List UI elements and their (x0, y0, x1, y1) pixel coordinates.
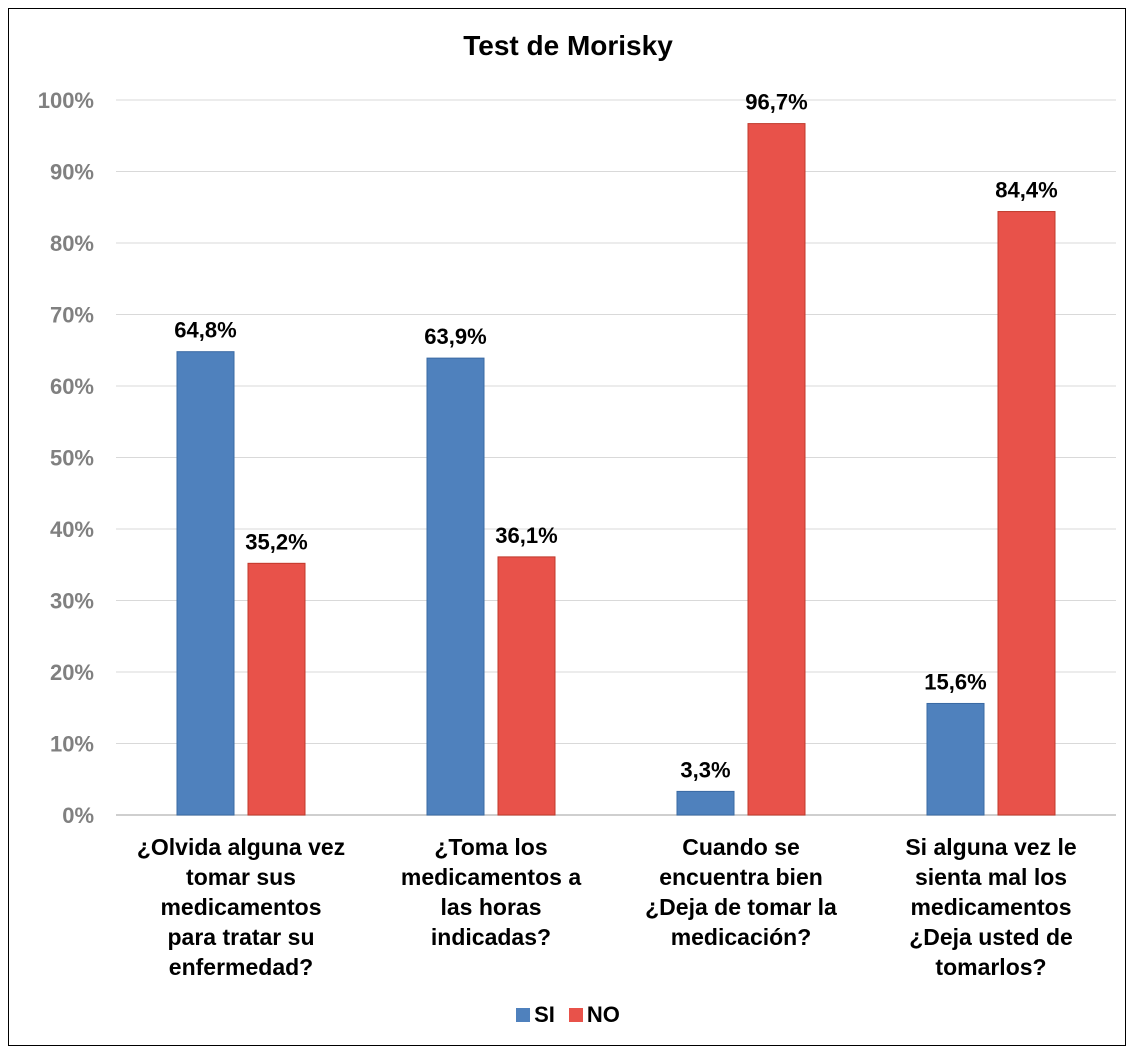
data-label: 96,7% (745, 90, 807, 115)
data-label: 64,8% (174, 318, 236, 343)
y-tick-label: 30% (50, 589, 94, 614)
legend-label: NO (586, 1002, 620, 1027)
y-tick-label: 10% (50, 732, 94, 757)
y-tick-label: 90% (50, 160, 94, 185)
y-tick-label: 20% (50, 660, 94, 685)
y-tick-label: 50% (50, 446, 94, 471)
chart-title: Test de Morisky (463, 30, 673, 61)
legend-swatch (516, 1008, 531, 1022)
y-tick-label: 40% (50, 517, 94, 542)
legend-item-si: SI (516, 1002, 555, 1028)
legend-item-no: NO (568, 1002, 620, 1028)
bar-no (247, 562, 306, 816)
data-label: 15,6% (924, 669, 986, 694)
bar-si (676, 790, 735, 816)
bar-si (176, 351, 235, 816)
y-tick-label: 80% (50, 231, 94, 256)
x-category-label: ¿Toma los medicamentos a las horas indic… (400, 834, 582, 950)
y-tick-label: 60% (50, 374, 94, 399)
y-tick-label: 70% (50, 303, 94, 328)
data-label: 84,4% (995, 178, 1057, 203)
legend: SI NO (0, 1002, 1136, 1028)
y-tick-label: 0% (62, 803, 94, 828)
bar-no (497, 556, 556, 816)
legend-label: SI (534, 1002, 555, 1027)
bar-si (926, 702, 985, 816)
legend-swatch (568, 1008, 583, 1022)
data-label: 63,9% (424, 324, 486, 349)
bar-no (747, 123, 806, 816)
bar-si (426, 357, 485, 816)
bar-no (997, 211, 1056, 816)
x-category-label: Cuando se encuentra bien ¿Deja de tomar … (645, 834, 837, 950)
x-category-label: Si alguna vez le sienta mal los medicame… (905, 834, 1077, 980)
y-tick-label: 100% (38, 88, 94, 113)
data-label: 36,1% (495, 523, 557, 548)
data-label: 35,2% (245, 529, 307, 554)
x-category-label: ¿Olvida alguna vez tomar sus medicamento… (136, 834, 346, 980)
data-label: 3,3% (680, 757, 730, 782)
